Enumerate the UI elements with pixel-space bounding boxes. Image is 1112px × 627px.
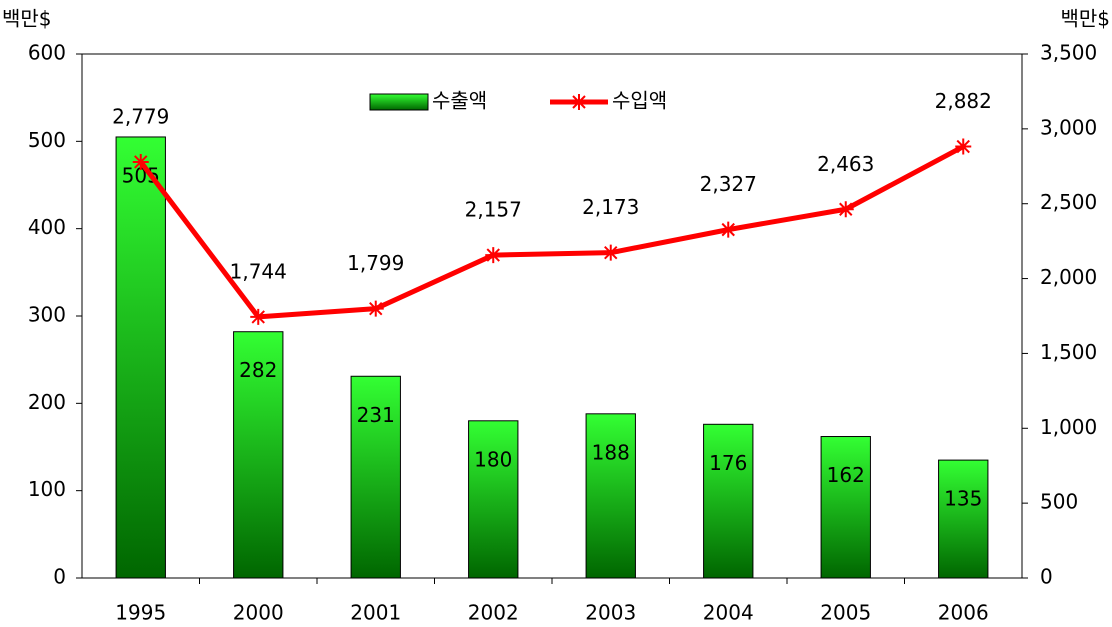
bar (350, 375, 401, 579)
line-value-label: 2,463 (817, 152, 874, 176)
bar (233, 331, 284, 579)
legend-marker (571, 94, 587, 110)
y2-axis-label: 백만$ (1060, 7, 1110, 31)
y2-tick-label: 2,000 (1040, 265, 1097, 289)
x-tick-label: 2006 (938, 601, 989, 625)
line-value-label: 2,327 (700, 172, 757, 196)
bar (820, 436, 871, 579)
bar-value-label: 176 (709, 451, 747, 475)
y-tick-label: 0 (53, 565, 66, 589)
bar-value-label: 231 (357, 403, 395, 427)
x-tick-label: 2004 (703, 601, 754, 625)
y2-tick-label: 2,500 (1040, 190, 1097, 214)
y-tick-label: 600 (28, 41, 66, 65)
line-value-label: 2,173 (582, 195, 639, 219)
line (138, 144, 965, 320)
x-tick-label: 2001 (350, 601, 401, 625)
legend-swatch (369, 93, 429, 111)
line-marker (367, 300, 384, 317)
line-value-label: 1,744 (230, 259, 287, 283)
y2-tick-label: 500 (1040, 490, 1078, 514)
y-tick-label: 200 (28, 390, 66, 414)
bar-value-label: 162 (827, 463, 865, 487)
bar (115, 136, 166, 579)
bar-value-label: 188 (592, 440, 630, 464)
line-value-label: 1,799 (347, 251, 404, 275)
y-tick-label: 300 (28, 303, 66, 327)
bar-value-label: 135 (944, 487, 982, 511)
x-tick-label: 2000 (233, 601, 284, 625)
y-tick-label: 500 (28, 128, 66, 152)
x-tick-label: 2003 (585, 601, 636, 625)
y2-tick-label: 3,000 (1040, 115, 1097, 139)
y-tick-label: 100 (28, 477, 66, 501)
line-value-label: 2,157 (465, 198, 522, 222)
legend-label: 수출액 (432, 89, 487, 113)
y2-tick-label: 1,500 (1040, 340, 1097, 364)
bar-value-label: 180 (474, 447, 512, 471)
bar (938, 459, 989, 579)
y2-tick-label: 3,500 (1040, 41, 1097, 65)
x-tick-label: 1995 (115, 601, 166, 625)
y2-tick-label: 0 (1040, 565, 1053, 589)
x-tick-label: 2005 (820, 601, 871, 625)
line-marker (720, 221, 737, 238)
line-marker (955, 138, 972, 155)
line-value-label: 2,779 (112, 104, 169, 128)
bar (468, 420, 519, 579)
legend-label: 수입액 (612, 89, 667, 113)
bar (585, 413, 636, 579)
line-marker (485, 247, 502, 264)
y-axis-label: 백만$ (2, 7, 52, 31)
y-tick-label: 400 (28, 215, 66, 239)
plot-area (81, 53, 1023, 579)
line-marker (250, 308, 267, 325)
y2-tick-label: 1,000 (1040, 415, 1097, 439)
x-tick-label: 2002 (468, 601, 519, 625)
line-marker (602, 244, 619, 261)
line-value-label: 2,882 (935, 89, 992, 113)
bar (703, 423, 754, 579)
line-marker (132, 153, 149, 170)
line-marker (837, 201, 854, 218)
bar-value-label: 282 (239, 358, 277, 382)
